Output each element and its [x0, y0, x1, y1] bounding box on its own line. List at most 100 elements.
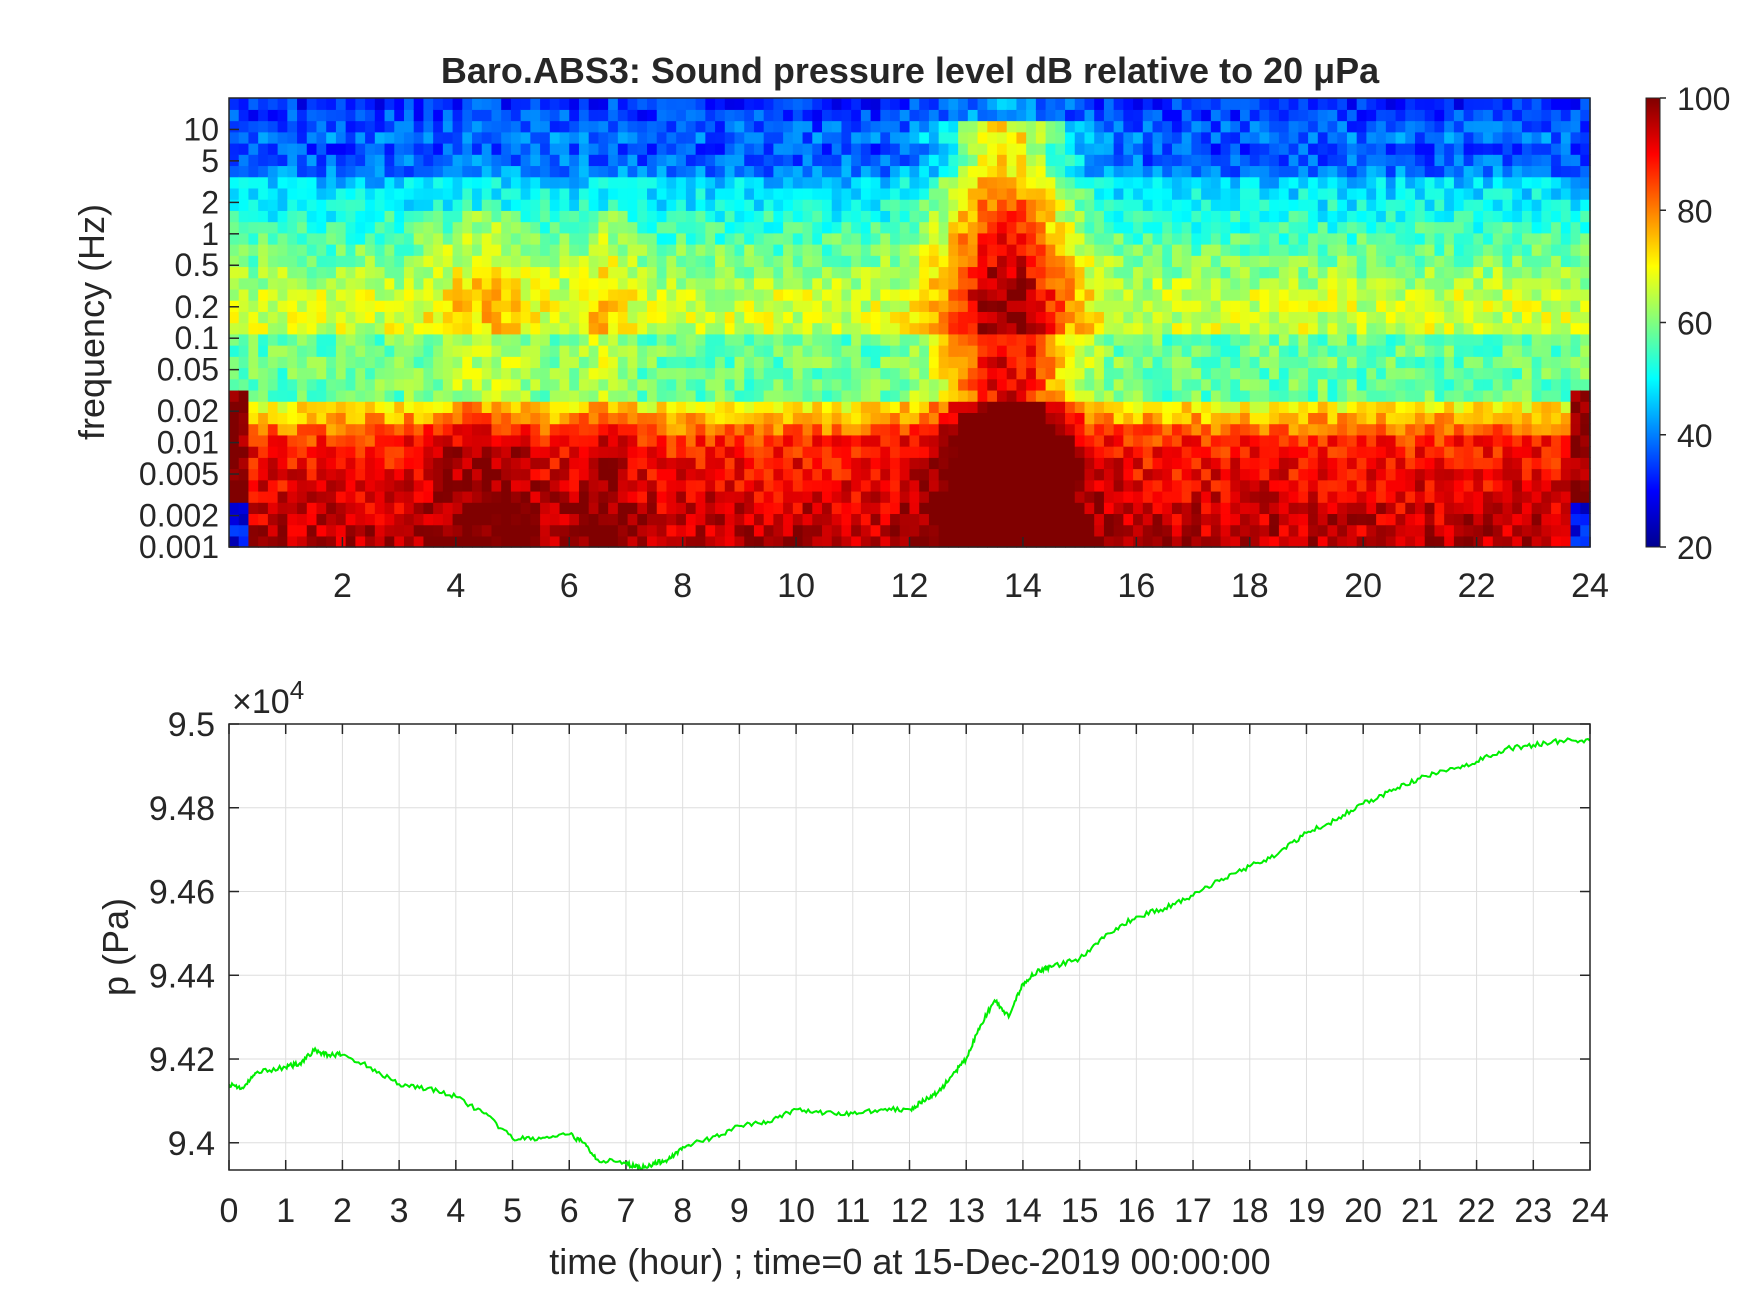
spectrogram-cell	[1210, 142, 1222, 155]
spectrogram-cell	[792, 255, 804, 268]
spectrogram-cell	[656, 490, 668, 503]
spectrogram-cell	[637, 479, 648, 492]
spectrogram-cell	[229, 535, 240, 548]
spectrogram-cell	[1269, 120, 1280, 133]
spectrogram-cell	[919, 490, 930, 503]
spectrogram-cell	[1405, 401, 1416, 413]
spectrogram-cell	[510, 165, 522, 178]
spectrogram-cell	[1016, 468, 1027, 481]
spectrogram-cell	[1308, 513, 1319, 526]
spectrogram-cell	[627, 322, 638, 335]
spectrogram-cell	[763, 468, 775, 481]
spectrogram-cell	[948, 98, 959, 110]
spectrogram-cell	[860, 535, 872, 548]
spectrogram-cell	[1259, 165, 1270, 178]
spectrogram-cell	[666, 300, 677, 312]
spectrogram-cell	[501, 120, 512, 133]
spectrogram-cell	[559, 255, 570, 268]
spectrogram-cell	[355, 412, 366, 425]
spectrogram-cell	[822, 187, 833, 200]
spectrogram-cell	[1191, 98, 1202, 110]
spectrogram-cell	[1259, 243, 1270, 256]
spectrogram-cell	[1385, 367, 1397, 380]
spectrogram-cell	[1220, 457, 1232, 470]
spectrogram-cell	[1415, 412, 1426, 425]
spectrogram-cell	[1113, 445, 1125, 458]
spectrogram-cell	[326, 165, 337, 178]
spectrogram-cell	[1288, 288, 1300, 301]
spectrogram-cell	[1269, 502, 1280, 515]
spectrogram-cell	[977, 367, 988, 380]
spectrogram-cell	[1288, 457, 1300, 470]
spectrogram-cell	[569, 288, 580, 301]
spectrogram-cell	[1103, 479, 1115, 492]
spectrogram-cell	[1385, 457, 1397, 470]
spectrogram-cell	[1356, 131, 1368, 144]
spectrogram-cell	[841, 109, 852, 122]
spectrogram-cell	[685, 142, 697, 155]
spectrogram-cell	[1405, 490, 1416, 503]
spectrogram-cell	[695, 468, 707, 481]
spectrogram-cell	[423, 367, 434, 380]
spectrogram-cell	[510, 255, 522, 268]
spectrogram-cell	[1308, 445, 1319, 458]
spectrogram-cell	[1035, 389, 1047, 402]
spectrogram-cell	[569, 266, 580, 279]
spectrogram-cell	[1317, 502, 1329, 515]
spectrogram-cell	[1055, 255, 1066, 268]
spectrogram-cell	[549, 457, 561, 470]
spectrogram-cell	[685, 288, 697, 301]
spectrogram-cell	[802, 524, 813, 537]
spectrogram-cell	[501, 98, 512, 110]
spectrogram-cell	[987, 434, 998, 447]
spectrogram-cell	[248, 199, 259, 211]
spectrogram-cell	[666, 524, 677, 537]
spectrogram-cell	[413, 210, 425, 223]
spectrogram-cell	[1094, 401, 1105, 413]
spectrogram-cell	[928, 255, 940, 268]
spectrogram-cell	[238, 367, 250, 380]
spectrogram-cell	[1434, 232, 1445, 245]
spectrogram-cell	[258, 199, 269, 211]
spectrogram-cell	[316, 165, 327, 178]
spectrogram-cell	[258, 367, 269, 380]
spectrogram-cell	[685, 266, 697, 279]
spectrogram-cell	[1094, 524, 1105, 537]
spectrogram-cell	[1346, 232, 1358, 245]
spectrogram-cell	[1366, 288, 1377, 301]
spectrogram-cell	[394, 502, 405, 515]
spectrogram-cell	[744, 457, 755, 470]
spectrogram-cell	[1424, 255, 1436, 268]
spectrogram-cell	[1346, 199, 1358, 211]
spectrogram-cell	[724, 288, 736, 301]
spectrogram-cell	[462, 277, 473, 290]
spectrogram-cell	[1288, 142, 1300, 155]
spectrogram-cell	[1113, 109, 1125, 122]
spectrogram-cell	[715, 445, 726, 458]
spectrogram-cell	[1415, 131, 1426, 144]
spectrogram-cell	[1405, 165, 1416, 178]
spectrogram-cell	[958, 333, 969, 346]
spectrogram-cell	[1385, 322, 1397, 335]
spectrogram-cell	[656, 187, 668, 200]
spectrogram-cell	[1366, 199, 1377, 211]
spectrogram-cell	[588, 288, 600, 301]
spectrogram-cell	[812, 401, 823, 413]
spectrogram-cell	[520, 232, 532, 245]
spectrogram-cell	[734, 389, 745, 402]
spectrogram-cell	[1016, 389, 1027, 402]
spectrogram-cell	[1210, 311, 1222, 324]
spectrogram-cell	[501, 412, 512, 425]
spectrogram-cell	[1415, 457, 1426, 470]
spectrogram-cell	[656, 434, 668, 447]
spectrogram-cell	[559, 300, 570, 312]
spectrogram-cell	[928, 109, 940, 122]
spectrogram-cell	[540, 232, 551, 245]
spectrogram-cell	[608, 322, 619, 335]
spectrogram-cell	[442, 322, 454, 335]
spectrogram-cell	[1152, 199, 1163, 211]
spectrogram-cell	[1308, 288, 1319, 301]
spectrogram-cell	[1094, 266, 1105, 279]
spectrogram-cell	[627, 277, 638, 290]
spectrogram-cell	[1191, 401, 1202, 413]
